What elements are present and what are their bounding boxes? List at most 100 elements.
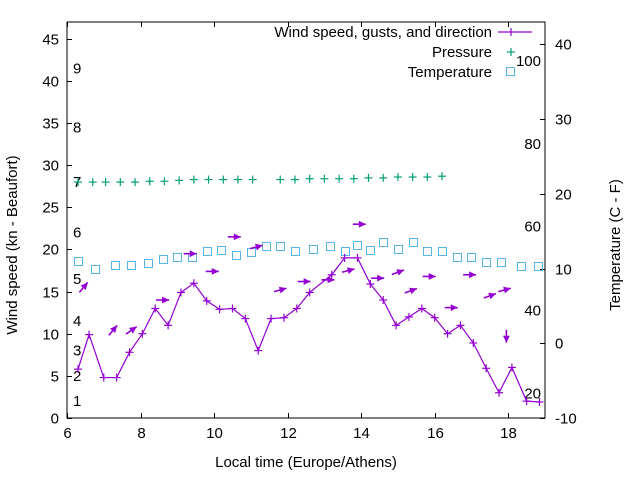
- x-tick-label: 18: [500, 425, 517, 442]
- temperature-point: [393, 244, 404, 255]
- wind-direction-arrow: [108, 324, 118, 336]
- x-tick-label: 16: [427, 425, 444, 442]
- legend-swatch-temperature: [505, 66, 516, 77]
- temperature-point: [73, 256, 84, 267]
- beaufort-label: 2: [73, 368, 81, 385]
- y2-tick-label: 10: [555, 262, 572, 279]
- beaufort-label: 4: [73, 313, 81, 330]
- temperature-point: [172, 252, 183, 263]
- y-tick-label: 35: [42, 116, 59, 133]
- wind-direction-arrow: [352, 220, 366, 228]
- beaufort-label: 8: [73, 119, 81, 136]
- y2-tick-label: 0: [555, 336, 563, 353]
- legend-label: Temperature: [408, 64, 492, 81]
- wind-direction-arrow: [404, 287, 418, 295]
- y2-axis-ticks: -10 0 10 20 30 40: [540, 37, 577, 428]
- temperature-point: [275, 241, 286, 252]
- temperature-point: [452, 252, 463, 263]
- y-tick-label: 0: [51, 411, 59, 428]
- y-tick-label: 20: [42, 242, 59, 259]
- temperature-point: [308, 244, 319, 255]
- y-axis-title: Wind speed (kn - Beaufort): [4, 155, 21, 334]
- temperature-point: [365, 245, 376, 256]
- temperature-point: [290, 246, 301, 257]
- wind-direction-arrow: [483, 292, 497, 300]
- beaufort-label: 3: [73, 343, 81, 360]
- wind-direction-arrow: [341, 267, 355, 274]
- y2-axis-title: Temperature (C - F): [607, 179, 624, 311]
- y-tick-label: 25: [42, 200, 59, 217]
- temperature-point: [143, 258, 154, 269]
- y2-tick-label: 40: [555, 37, 572, 54]
- temperature-point: [533, 261, 544, 272]
- x-axis-title: Local time (Europe/Athens): [215, 454, 397, 471]
- temperature-point: [231, 250, 242, 261]
- wind-direction-arrow: [502, 329, 510, 343]
- wind-direction-arrow: [249, 243, 263, 251]
- temperature-point: [408, 237, 419, 248]
- legend-entry: Wind speed, gusts, and direction: [274, 24, 532, 41]
- y-tick-label: 45: [42, 32, 59, 49]
- chart-legend: Wind speed, gusts, and direction Pressure…: [274, 24, 532, 81]
- fahrenheit-label: 60: [524, 219, 541, 236]
- wind-speed-line: [77, 257, 540, 403]
- beaufort-label: 5: [73, 271, 81, 288]
- wind-direction-arrow: [205, 268, 219, 275]
- temperature-point: [216, 245, 227, 256]
- wind-direction-arrow: [321, 276, 335, 284]
- fahrenheit-label: 40: [524, 302, 541, 319]
- temperature-point: [325, 241, 336, 252]
- wind-direction-arrow: [297, 278, 311, 285]
- y-tick-label: 40: [42, 74, 59, 91]
- wind-direction-arrow: [391, 269, 405, 276]
- x-tick-label: 6: [63, 425, 71, 442]
- temperature-point: [516, 261, 527, 272]
- y2-tick-label: -10: [555, 411, 577, 428]
- temperature-point: [202, 246, 213, 257]
- wind-direction-arrow: [78, 281, 89, 293]
- legend-entry: Pressure: [432, 44, 515, 61]
- legend-label: Wind speed, gusts, and direction: [274, 24, 492, 41]
- y2-tick-label: 30: [555, 112, 572, 129]
- wind-direction-arrow: [227, 233, 241, 241]
- temperature-point: [126, 260, 137, 271]
- fahrenheit-scale-labels: 20 40 60 80 100: [516, 53, 541, 402]
- temperature-point: [352, 240, 363, 251]
- temperature-point: [496, 257, 507, 268]
- temperature-point: [340, 246, 351, 257]
- y-axis-ticks: 0 5 10 15 20 25 30 35 40 45: [42, 32, 72, 428]
- y-tick-label: 15: [42, 285, 59, 302]
- temperature-point: [437, 246, 448, 257]
- fahrenheit-label: 100: [516, 53, 541, 70]
- wind-direction-arrow: [498, 286, 512, 294]
- wind-direction-arrow: [371, 274, 385, 282]
- temperature-point: [110, 260, 121, 271]
- temperature-point: [378, 237, 389, 248]
- y-tick-label: 10: [42, 327, 59, 344]
- y2-tick-label: 20: [555, 187, 572, 204]
- x-axis-ticks: 6 8 10 12 14 16 18: [63, 22, 517, 442]
- temperature-point: [466, 252, 477, 263]
- y-tick-label: 30: [42, 158, 59, 175]
- wind-direction-arrow: [463, 271, 477, 279]
- fahrenheit-label: 20: [524, 385, 541, 402]
- beaufort-label: 1: [73, 393, 81, 410]
- temperature-point: [422, 246, 433, 257]
- temperature-point: [261, 241, 272, 252]
- fahrenheit-label: 80: [524, 136, 541, 153]
- temperature-point: [90, 264, 101, 275]
- x-tick-label: 8: [137, 425, 145, 442]
- temperature-point: [158, 254, 169, 265]
- wind-direction-arrow: [156, 296, 170, 304]
- wind-direction-arrow: [183, 250, 197, 258]
- y-tick-label: 5: [51, 369, 59, 386]
- x-tick-label: 14: [353, 425, 370, 442]
- wind-direction-arrow: [444, 304, 458, 312]
- beaufort-label: 6: [73, 225, 81, 242]
- x-tick-label: 10: [206, 425, 223, 442]
- wind-direction-arrow: [125, 325, 138, 335]
- wind-direction-arrow: [422, 273, 436, 280]
- x-tick-label: 12: [280, 425, 297, 442]
